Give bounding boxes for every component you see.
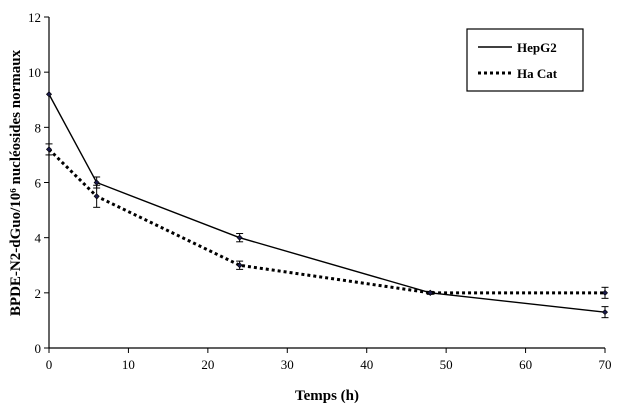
x-tick-label: 20	[201, 357, 214, 372]
data-point-hepg2	[236, 234, 243, 241]
y-tick-label: 6	[35, 176, 42, 191]
x-axis-title: Temps (h)	[295, 388, 359, 404]
x-tick-label: 70	[599, 357, 612, 372]
data-point-hacat	[601, 289, 609, 296]
data-point-hacat	[45, 146, 53, 153]
x-tick-label: 10	[122, 357, 135, 372]
series-line-hacat	[47, 148, 605, 295]
x-tick-label: 40	[360, 357, 373, 372]
x-tick-label: 30	[281, 357, 294, 372]
series-layer	[45, 91, 609, 319]
y-tick-label: 10	[28, 65, 41, 80]
y-tick-label: 4	[35, 231, 42, 246]
legend-label-hacat: Ha Cat	[517, 66, 558, 81]
data-point-hacat	[236, 262, 243, 269]
data-point-hacat	[427, 289, 434, 296]
legend-label-hepg2: HepG2	[517, 40, 557, 55]
y-tick-label: 0	[35, 341, 42, 356]
data-point-hepg2	[601, 309, 609, 316]
y-tick-label: 8	[35, 120, 42, 135]
x-tick-label: 50	[440, 357, 453, 372]
series-line-hepg2	[48, 93, 606, 313]
y-axis-title: BPDE-N2-dGuo/10⁶ nucléosides normaux	[8, 49, 24, 316]
data-point-hacat	[93, 193, 100, 200]
axes: 0 10 20 30 40 50 60 70 0 2 4 6 8 10 12	[28, 10, 612, 372]
data-point-hepg2	[93, 179, 100, 186]
x-tick-label: 0	[46, 357, 53, 372]
data-point-hepg2	[45, 91, 53, 98]
y-tick-label: 2	[35, 286, 42, 301]
legend: HepG2 Ha Cat	[466, 28, 584, 92]
y-tick-label: 12	[28, 10, 41, 25]
x-tick-label: 60	[519, 357, 532, 372]
legend-box	[466, 28, 584, 92]
